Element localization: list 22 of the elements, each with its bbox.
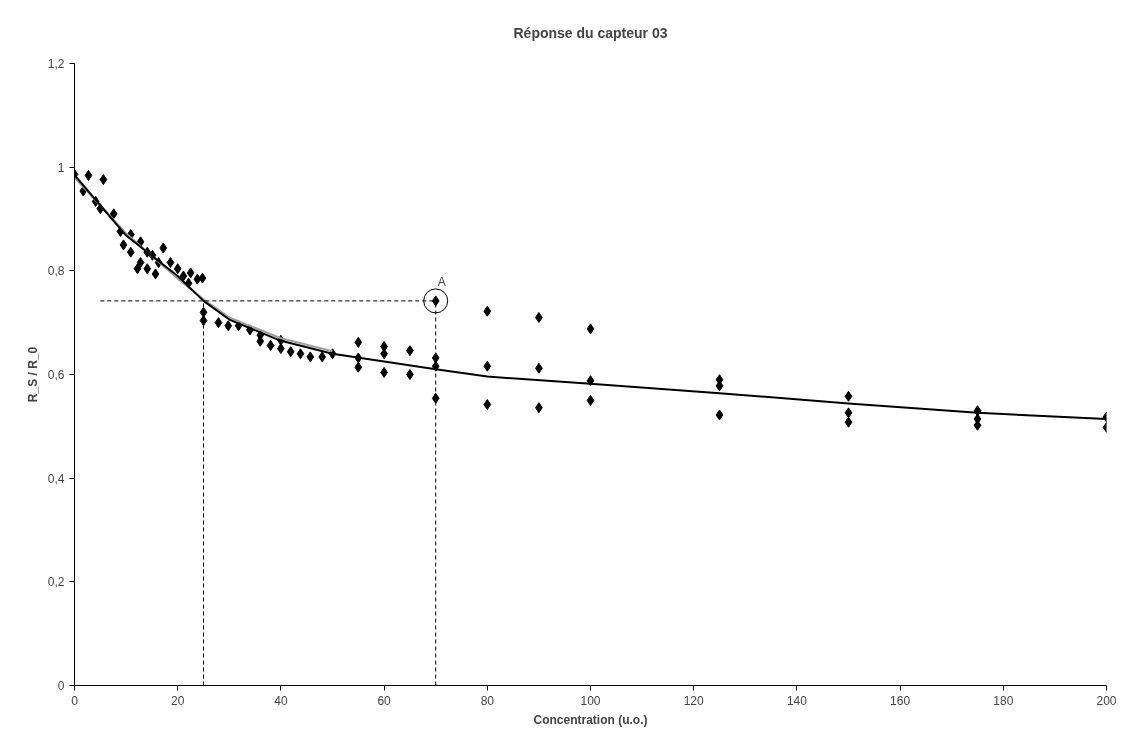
y-axis-title: R_S / R_0 [25, 346, 40, 403]
y-tick-label: 0,8 [47, 264, 65, 279]
x-tick-label: 40 [274, 693, 288, 708]
y-tick-label: 0,4 [47, 471, 65, 486]
x-axis-title: Concentration (u.o.) [533, 712, 648, 727]
x-tick-label: 140 [786, 693, 808, 708]
y-tick-label: 0,6 [47, 368, 65, 382]
x-tick-label: 180 [993, 693, 1014, 708]
chart-title: Réponse du capteur 03 [513, 25, 668, 41]
annotation: A [437, 274, 446, 289]
x-tick-label: 100 [580, 693, 601, 708]
y-tick-label: 0,2 [47, 575, 65, 590]
x-tick-label: 200 [1096, 693, 1117, 708]
x-tick-label: 120 [683, 693, 705, 708]
x-tick-label: 80 [480, 693, 495, 708]
x-tick-label: 0 [71, 693, 79, 708]
y-tick-label: 1 [57, 160, 65, 175]
y-tick-label: 0 [57, 679, 65, 693]
x-tick-label: 20 [171, 693, 185, 708]
x-tick-label: 160 [890, 693, 911, 708]
y-tick-label: 1,2 [47, 57, 65, 71]
x-tick-label: 60 [377, 693, 392, 708]
